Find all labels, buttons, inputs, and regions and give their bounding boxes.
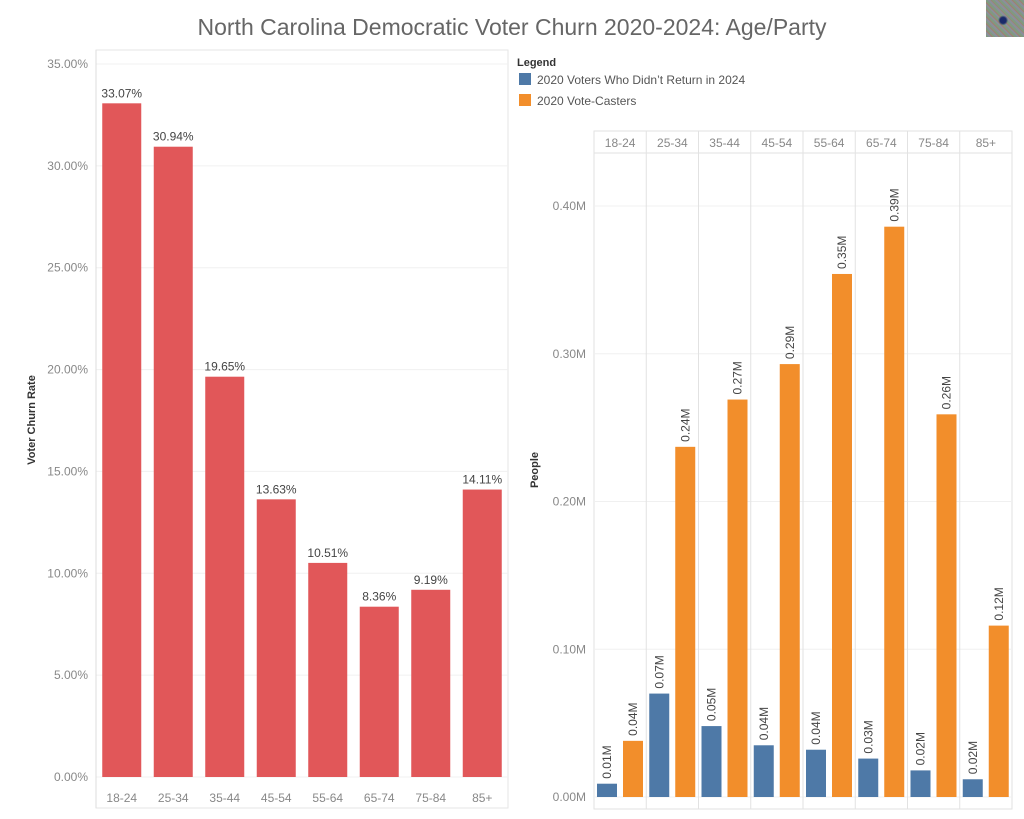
left-y-tick-label: 25.00% — [47, 261, 88, 275]
right-y-tick-label: 0.20M — [553, 495, 586, 509]
non-returning-voters-bar — [806, 749, 826, 797]
left-y-tick-label: 0.00% — [54, 770, 88, 784]
vote-casters-bar — [884, 226, 905, 797]
right-y-tick-label: 0.30M — [553, 347, 586, 361]
column-header-label: 55-64 — [814, 136, 845, 150]
left-y-tick-label: 20.00% — [47, 363, 88, 377]
left-x-tick-label: 65-74 — [364, 791, 395, 805]
churn-bar-label: 13.63% — [256, 482, 297, 496]
chart-title: North Carolina Democratic Voter Churn 20… — [197, 14, 827, 40]
legend-item-label: 2020 Vote-Casters — [537, 94, 636, 108]
left-x-tick-label: 75-84 — [415, 791, 446, 805]
left-y-tick-label: 35.00% — [47, 57, 88, 71]
left-y-tick-label: 5.00% — [54, 668, 88, 682]
legend-item-label: 2020 Voters Who Didn’t Return in 2024 — [537, 73, 745, 87]
churn-bar — [411, 589, 451, 777]
bar-value-label: 0.35M — [835, 236, 849, 269]
churn-bar-label: 9.19% — [414, 573, 448, 587]
bar-value-label: 0.04M — [626, 702, 640, 735]
churn-bar-label: 10.51% — [307, 546, 348, 560]
column-header-label: 75-84 — [918, 136, 949, 150]
left-x-tick-label: 55-64 — [312, 791, 343, 805]
bar-value-label: 0.26M — [940, 376, 954, 409]
churn-bar-label: 33.07% — [101, 86, 142, 100]
left-y-axis-title: Voter Churn Rate — [26, 375, 38, 465]
non-returning-voters-bar — [753, 745, 774, 797]
right-y-tick-label: 0.10M — [553, 642, 586, 656]
bar-value-label: 0.04M — [809, 711, 823, 744]
left-x-tick-label: 25-34 — [158, 791, 189, 805]
bar-value-label: 0.39M — [887, 188, 901, 221]
vote-casters-bar — [936, 414, 957, 797]
bar-value-label: 0.02M — [914, 732, 928, 765]
vote-casters-bar — [779, 364, 800, 797]
bar-value-label: 0.01M — [600, 745, 614, 778]
vote-casters-bar — [675, 446, 696, 797]
column-header-label: 85+ — [976, 136, 996, 150]
left-x-tick-label: 18-24 — [106, 791, 137, 805]
non-returning-voters-bar — [701, 726, 722, 797]
column-header-label: 25-34 — [657, 136, 688, 150]
right-y-tick-label: 0.00M — [553, 790, 586, 804]
left-y-tick-label: 30.00% — [47, 159, 88, 173]
bar-value-label: 0.24M — [678, 408, 692, 441]
legend-title: Legend — [517, 57, 556, 69]
bar-value-label: 0.05M — [705, 688, 719, 721]
churn-bar — [359, 606, 399, 777]
column-header-label: 45-54 — [762, 136, 793, 150]
left-y-tick-label: 15.00% — [47, 464, 88, 478]
vote-casters-bar — [727, 399, 748, 797]
right-y-tick-label: 0.40M — [553, 199, 586, 213]
churn-bar-label: 14.11% — [462, 473, 502, 487]
churn-bar — [205, 376, 245, 777]
bar-value-label: 0.07M — [652, 655, 666, 688]
thumbnail-image — [986, 0, 1024, 37]
vote-casters-bar — [832, 273, 852, 798]
non-returning-voters-bar — [649, 693, 670, 797]
churn-bar — [462, 489, 502, 777]
bar-value-label: 0.27M — [731, 361, 745, 394]
churn-bar — [256, 499, 296, 777]
left-x-tick-label: 45-54 — [261, 791, 292, 805]
right-y-axis-title: People — [529, 452, 541, 488]
left-x-tick-label: 35-44 — [209, 791, 240, 805]
column-header-label: 18-24 — [605, 136, 636, 150]
vote-casters-bar — [623, 740, 643, 797]
churn-bar — [153, 146, 193, 777]
non-returning-voters-bar — [962, 779, 983, 797]
churn-bar-label: 19.65% — [204, 360, 245, 374]
churn-bar — [308, 562, 348, 777]
left-y-tick-label: 10.00% — [47, 566, 88, 580]
non-returning-voters-bar — [910, 770, 931, 797]
bar-value-label: 0.04M — [757, 707, 771, 740]
bar-value-label: 0.29M — [783, 326, 797, 359]
legend-swatch — [519, 94, 531, 106]
non-returning-voters-bar — [597, 783, 617, 797]
bar-value-label: 0.03M — [861, 720, 875, 753]
column-header-label: 65-74 — [866, 136, 897, 150]
left-x-tick-label: 85+ — [472, 791, 492, 805]
bar-value-label: 0.12M — [992, 587, 1006, 620]
column-header-label: 35-44 — [709, 136, 740, 150]
vote-casters-bar — [988, 625, 1009, 797]
churn-bar-label: 30.94% — [153, 130, 194, 144]
non-returning-voters-bar — [858, 758, 879, 797]
churn-bar — [102, 103, 142, 778]
legend-swatch — [519, 73, 531, 85]
churn-bar-label: 8.36% — [362, 590, 396, 604]
bar-value-label: 0.02M — [966, 741, 980, 774]
